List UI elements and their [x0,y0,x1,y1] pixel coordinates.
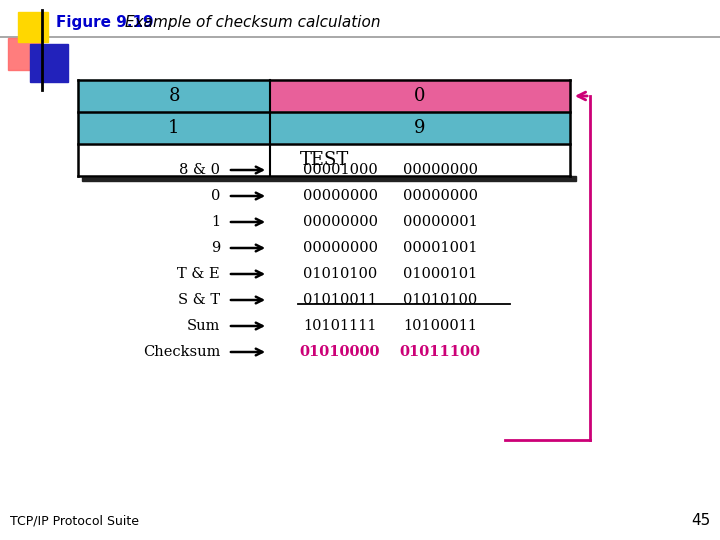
Text: Checksum: Checksum [143,345,220,359]
Bar [18,12,48,42]
Text: Example of checksum calculation: Example of checksum calculation [125,16,380,30]
Text: 01010100: 01010100 [303,267,377,281]
Text: Figure 9.19: Figure 9.19 [56,16,153,30]
Bar [82,176,576,181]
Text: 01010100: 01010100 [403,293,477,307]
Bar [270,80,570,112]
Text: 00000001: 00000001 [402,215,477,229]
Text: TEST: TEST [300,151,348,169]
Text: 01011100: 01011100 [400,345,480,359]
Text: 00000000: 00000000 [302,241,377,255]
Text: 00001000: 00001000 [302,163,377,177]
Bar [30,44,68,82]
Text: T & E: T & E [177,267,220,281]
Text: 00000000: 00000000 [302,215,377,229]
Text: 0: 0 [414,87,426,105]
Bar [78,112,570,144]
Text: 00000000: 00000000 [402,163,477,177]
Text: 0: 0 [211,189,220,203]
Text: 01010011: 01010011 [303,293,377,307]
Text: 8 & 0: 8 & 0 [179,163,220,177]
Text: 45: 45 [690,513,710,528]
Bar [78,144,570,176]
Text: 10101111: 10101111 [303,319,377,333]
Text: 01010000: 01010000 [300,345,380,359]
Text: 10100011: 10100011 [403,319,477,333]
Text: 1: 1 [211,215,220,229]
Text: 8: 8 [168,87,180,105]
Text: 00000000: 00000000 [402,189,477,203]
Text: 00000000: 00000000 [302,189,377,203]
Bar [78,80,270,112]
Text: S & T: S & T [178,293,220,307]
Text: 9: 9 [414,119,426,137]
Text: 1: 1 [168,119,180,137]
Text: Sum: Sum [186,319,220,333]
Text: TCP/IP Protocol Suite: TCP/IP Protocol Suite [10,515,139,528]
Text: 00001001: 00001001 [402,241,477,255]
Text: 9: 9 [211,241,220,255]
Text: 01000101: 01000101 [403,267,477,281]
Bar [8,38,40,70]
